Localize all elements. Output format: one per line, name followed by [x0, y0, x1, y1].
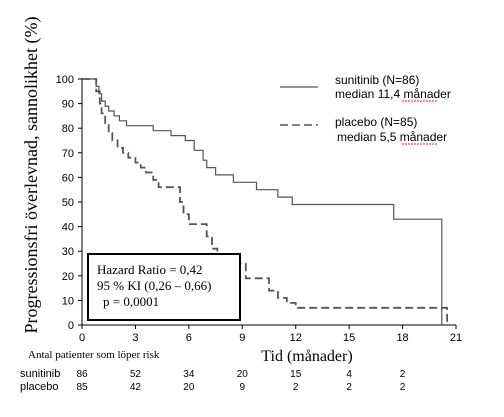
risk-row-label-sunitinib: sunitinib — [20, 368, 60, 380]
risk-count: 2 — [400, 369, 406, 380]
y-tick-label: 70 — [62, 148, 74, 160]
y-tick-label: 90 — [62, 99, 74, 111]
x-tick-label: 6 — [186, 332, 192, 344]
risk-count: 15 — [290, 369, 302, 380]
legend-label-sunitinib: sunitinib (N=86) — [335, 73, 419, 87]
curve-sunitinib — [82, 78, 443, 325]
risk-table-values: 86 52 34 20 15 4 285 42 20 9 2 2 2 — [76, 369, 405, 393]
x-tick-label: 0 — [79, 332, 85, 344]
hazard-ratio-line: Hazard Ratio = 0,42 — [97, 262, 203, 277]
y-tick-label: 0 — [68, 320, 74, 332]
x-tick-label: 9 — [239, 332, 245, 344]
risk-table-title: Antal patienter som löper risk — [28, 349, 160, 361]
risk-count: 42 — [130, 382, 142, 393]
y-tick-label: 80 — [62, 123, 74, 135]
y-tick-label: 100 — [56, 74, 74, 86]
y-ticks: 0 10 20 30 40 50 60 70 80 90 100 — [56, 74, 82, 332]
y-tick-label: 20 — [62, 271, 74, 283]
survival-curves — [82, 78, 449, 325]
y-tick-label: 50 — [62, 197, 74, 209]
y-tick-label: 40 — [62, 222, 74, 234]
y-tick-label: 10 — [62, 295, 74, 307]
risk-count: 86 — [76, 369, 88, 380]
x-tick-label: 15 — [343, 332, 355, 344]
x-ticks: 0 3 6 9 12 15 18 21 — [79, 325, 462, 344]
risk-count: 85 — [76, 382, 88, 393]
risk-count: 20 — [237, 369, 249, 380]
y-tick-label: 30 — [62, 246, 74, 258]
x-tick-label: 18 — [396, 332, 408, 344]
x-axis-title: Tid (månader) — [261, 348, 352, 365]
x-tick-label: 3 — [132, 332, 138, 344]
risk-count: 4 — [346, 369, 352, 380]
risk-row-label-placebo: placebo — [20, 381, 59, 393]
legend: sunitinib (N=86) median 11,4 månader pla… — [280, 73, 451, 145]
x-tick-label: 12 — [290, 332, 302, 344]
risk-count: 20 — [183, 382, 195, 393]
risk-count: 34 — [183, 369, 195, 380]
risk-count: 2 — [400, 382, 406, 393]
y-tick-label: 60 — [62, 172, 74, 184]
risk-count: 2 — [293, 382, 299, 393]
curve-placebo — [82, 78, 449, 325]
hazard-ratio-box — [87, 253, 241, 321]
risk-count: 9 — [240, 382, 246, 393]
legend-median-sunitinib: median 11,4 månader — [335, 87, 451, 101]
legend-label-placebo: placebo (N=85) — [335, 115, 417, 129]
x-tick-label: 21 — [450, 332, 462, 344]
legend-median-placebo: median 5,5 månader — [337, 130, 447, 144]
y-axis-title: Progressionsfri överlevnad, sannolikhet … — [21, 17, 42, 334]
p-value-line: p = 0,0001 — [103, 294, 159, 309]
ci-line: 95 % KI (0,26 – 0,66) — [97, 278, 211, 293]
risk-count: 52 — [130, 369, 142, 380]
risk-count: 2 — [346, 382, 352, 393]
